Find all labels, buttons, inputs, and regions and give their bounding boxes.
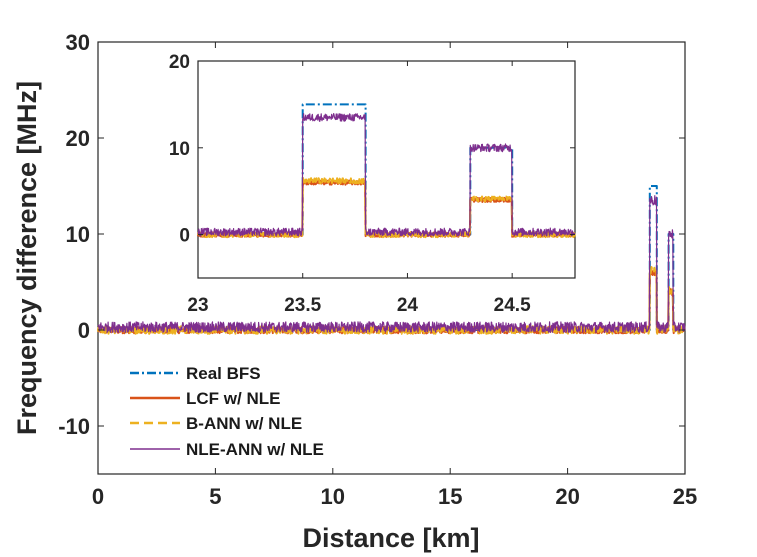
inset-x-tick-label: 23 <box>187 295 208 316</box>
legend-label-real-bfs: Real BFS <box>186 364 261 383</box>
main-ticks-group <box>97 41 686 474</box>
y-tick-label: 10 <box>66 222 90 247</box>
legend-label-lcf: LCF w/ NLE <box>186 389 280 408</box>
legend-label-b-ann: B-ANN w/ NLE <box>186 414 302 433</box>
main-series-group <box>97 185 686 335</box>
inset-y-tick-label: 0 <box>179 226 190 247</box>
inset-series-group <box>197 103 576 239</box>
inset-y-tick-label: 20 <box>169 52 190 73</box>
y-tick-label: 20 <box>66 126 90 151</box>
inset-ticks-group <box>197 60 575 278</box>
y-tick-label: 0 <box>78 318 90 343</box>
x-tick-label: 20 <box>555 484 579 509</box>
inset-plot-area <box>197 60 576 279</box>
y-tick-label: 30 <box>66 30 90 55</box>
legend-label-nle-ann: NLE-ANN w/ NLE <box>186 440 324 459</box>
inset-x-tick-label: 24.5 <box>494 295 531 316</box>
inset-y-tick-label: 10 <box>169 139 190 160</box>
x-tick-label: 25 <box>673 484 697 509</box>
inset-x-tick-label: 24 <box>397 295 419 316</box>
y-tick-label: -10 <box>58 414 90 439</box>
x-tick-label: 10 <box>321 484 345 509</box>
series-line-nle-ann-w-nle <box>197 113 576 237</box>
x-tick-label: 15 <box>438 484 462 509</box>
x-tick-label: 5 <box>209 484 221 509</box>
x-axis-label: Distance [km] <box>302 523 479 553</box>
inset-x-tick-label: 23.5 <box>284 295 321 316</box>
y-axis-label: Frequency difference [MHz] <box>12 81 42 435</box>
series-line-nle-ann-w-nle <box>97 195 686 333</box>
legend: Real BFS LCF w/ NLE B-ANN w/ NLE NLE-ANN… <box>130 364 324 459</box>
x-tick-label: 0 <box>92 484 104 509</box>
